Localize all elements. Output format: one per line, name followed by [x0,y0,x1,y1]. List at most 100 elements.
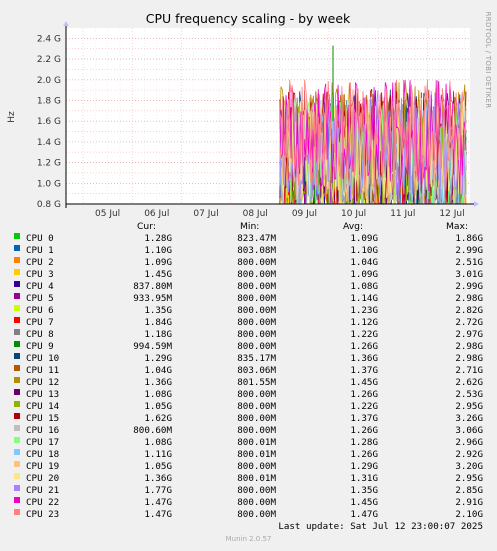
series-min: 800.01M [237,449,276,460]
legend-swatch [14,437,20,443]
series-cur: 1.35G [144,305,172,316]
series-min: 800.01M [237,473,276,484]
series-max: 2.51G [455,257,483,268]
series-name: CPU 18 [26,449,60,460]
series-name: CPU 7 [26,317,54,328]
y-tick-label: 1.0 G [37,179,61,189]
legend-swatch [14,281,20,287]
x-tick-label: 07 Jul [193,209,218,219]
legend-row: CPU 13 1.08G 800.00M 1.26G 2.53G [0,389,497,401]
series-min: 800.00M [237,341,276,352]
legend-swatch [14,485,20,491]
series-min: 835.17M [237,353,276,364]
series-avg: 1.14G [350,293,378,304]
series-name: CPU 0 [26,233,54,244]
legend-row: CPU 6 1.35G 800.00M 1.23G 2.82G [0,305,497,317]
series-cur: 1.10G [144,245,172,256]
series-name: CPU 4 [26,281,54,292]
legend-row: CPU 8 1.18G 800.00M 1.22G 2.97G [0,329,497,341]
legend-swatch [14,293,20,299]
series-name: CPU 12 [26,377,60,388]
series-max: 2.95G [455,401,483,412]
series-avg: 1.35G [350,485,378,496]
series-avg: 1.36G [350,353,378,364]
series-max: 2.98G [455,353,483,364]
legend-swatch [14,233,20,239]
series-max: 2.71G [455,365,483,376]
x-tick-label: 05 Jul [95,209,120,219]
x-tick-label: 11 Jul [390,209,415,219]
series-min: 800.00M [237,485,276,496]
series-max: 2.99G [455,281,483,292]
series-avg: 1.45G [350,377,378,388]
series-name: CPU 5 [26,293,54,304]
y-tick-label: 0.8 G [37,200,61,210]
legend-swatch [14,353,20,359]
x-tick-label: 09 Jul [292,209,317,219]
x-tick-label: 10 Jul [341,209,366,219]
y-tick-label: 1.4 G [37,138,61,148]
series-line [279,79,467,189]
series-cur: 1.47G [144,497,172,508]
rrdtool-watermark: RRDTOOL / TOBI OETIKER [484,12,492,109]
x-tick-label: 06 Jul [144,209,169,219]
series-cur: 933.95M [133,293,172,304]
legend-swatch [14,341,20,347]
legend-row: CPU 17 1.08G 800.01M 1.28G 2.96G [0,437,497,449]
series-avg: 1.26G [350,449,378,460]
series-avg: 1.23G [350,305,378,316]
series-cur: 1.09G [144,257,172,268]
series-min: 800.00M [237,389,276,400]
series-max: 2.99G [455,245,483,256]
legend-row: CPU 3 1.45G 800.00M 1.09G 3.01G [0,269,497,281]
series-min: 800.00M [237,509,276,520]
series-cur: 1.11G [144,449,172,460]
series-cur: 1.05G [144,401,172,412]
series-name: CPU 10 [26,353,60,364]
legend-row: CPU 1 1.10G 803.08M 1.10G 2.99G [0,245,497,257]
legend-swatch [14,257,20,263]
legend-row: CPU 4 837.80M 800.00M 1.08G 2.99G [0,281,497,293]
series-cur: 1.77G [144,485,172,496]
col-max-header: Max: [446,221,469,232]
legend-row: CPU 7 1.84G 800.00M 1.12G 2.72G [0,317,497,329]
series-cur: 1.29G [144,353,172,364]
series-max: 2.72G [455,317,483,328]
legend-row: CPU 19 1.05G 800.00M 1.29G 3.20G [0,461,497,473]
series-avg: 1.28G [350,437,378,448]
series-max: 2.91G [455,497,483,508]
series-max: 1.86G [455,233,483,244]
series-min: 800.00M [237,257,276,268]
legend-swatch [14,245,20,251]
series-name: CPU 15 [26,413,60,424]
legend-row: CPU 12 1.36G 801.55M 1.45G 2.62G [0,377,497,389]
series-max: 2.10G [455,509,483,520]
legend-swatch [14,305,20,311]
series-avg: 1.04G [350,257,378,268]
series-min: 800.00M [237,413,276,424]
series-max: 2.53G [455,389,483,400]
series-name: CPU 6 [26,305,54,316]
series-max: 2.92G [455,449,483,460]
series-avg: 1.45G [350,497,378,508]
series-cur: 837.80M [133,281,172,292]
series-name: CPU 19 [26,461,60,472]
series-min: 801.55M [237,377,276,388]
series-min: 800.00M [237,269,276,280]
series-cur: 1.08G [144,437,172,448]
series-name: CPU 1 [26,245,54,256]
series-name: CPU 23 [26,509,60,520]
series-max: 2.97G [455,329,483,340]
legend-swatch [14,425,20,431]
series-avg: 1.08G [350,281,378,292]
legend-swatch [14,509,20,515]
series-avg: 1.10G [350,245,378,256]
series-max: 2.98G [455,293,483,304]
x-tick-label: 12 Jul [439,209,464,219]
series-avg: 1.31G [350,473,378,484]
last-update: Last update: Sat Jul 12 23:00:07 2025 [278,521,483,532]
series-cur: 1.36G [144,473,172,484]
series-min: 823.47M [237,233,276,244]
series-max: 3.01G [455,269,483,280]
col-avg-header: Avg: [343,221,364,232]
